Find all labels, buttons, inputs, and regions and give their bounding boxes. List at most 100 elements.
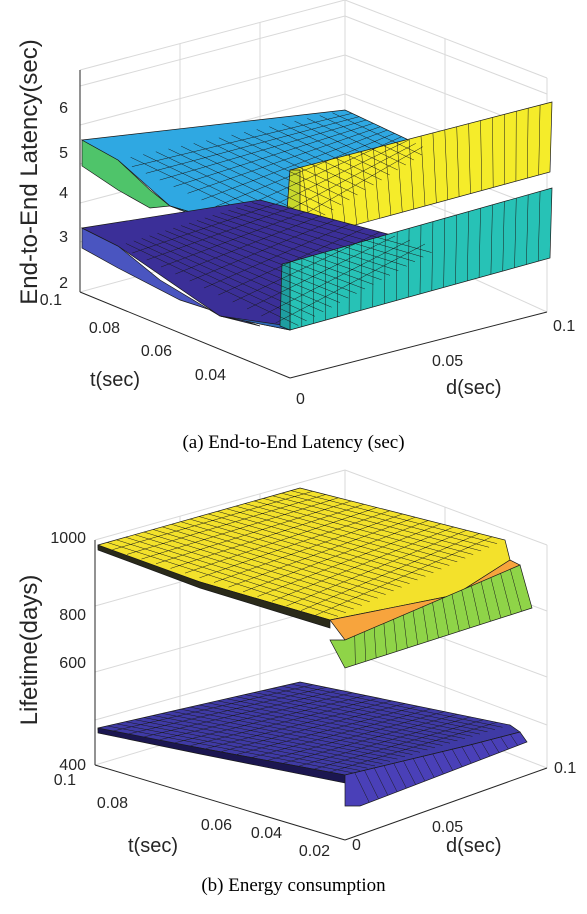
- t-tick-label: 0.06: [141, 343, 172, 360]
- mesh-line: [252, 708, 432, 758]
- mesh-line: [242, 520, 429, 593]
- grid-line: [79, 54, 346, 126]
- mesh-line: [131, 113, 353, 167]
- mesh-line: [480, 581, 491, 622]
- panel-a-d-ticks: 0 0.05 0.1: [296, 318, 575, 408]
- mesh-line: [471, 585, 481, 625]
- mesh-line: [456, 126, 460, 197]
- mesh-line: [354, 772, 370, 803]
- mesh-line: [420, 135, 426, 207]
- mesh-line: [403, 614, 408, 649]
- mesh-line: [490, 577, 502, 619]
- mesh-line: [175, 695, 366, 743]
- z-tick-label: 3: [59, 229, 68, 246]
- t-tick-label: 0.08: [89, 320, 120, 337]
- mesh-line: [190, 697, 379, 746]
- d-axis-line: [289, 311, 548, 379]
- mesh-line: [145, 116, 360, 174]
- z-tick-label: 4: [59, 185, 68, 202]
- mesh-line: [314, 719, 484, 770]
- mesh-line: [215, 133, 395, 207]
- mesh-line: [199, 510, 390, 579]
- t-tick-label: 0.06: [201, 817, 232, 834]
- panel-b-z-ticks: 400 600 800 1000: [50, 530, 86, 774]
- surface-lower-left-wing: [81, 227, 261, 327]
- mesh-line: [361, 151, 369, 222]
- mesh-line: [128, 687, 327, 735]
- mesh-line: [490, 739, 500, 753]
- mesh-line: [393, 762, 407, 789]
- mesh-line: [480, 120, 483, 191]
- mesh-line: [492, 117, 494, 188]
- d-axis-title: d(sec): [446, 835, 502, 857]
- mesh-line: [146, 207, 291, 261]
- z-tick-label: 2: [59, 275, 68, 292]
- mesh-line: [246, 235, 396, 310]
- mesh-line: [432, 132, 437, 203]
- mesh-line: [422, 606, 429, 642]
- mesh-line: [478, 208, 481, 278]
- mesh-line: [443, 218, 446, 288]
- mesh-line: [271, 526, 454, 602]
- grid-line: [344, 469, 548, 546]
- mesh-line: [141, 497, 339, 560]
- mesh-line: [132, 203, 276, 254]
- mesh-line: [221, 703, 406, 752]
- mesh-line: [373, 627, 377, 659]
- mesh-line: [112, 491, 313, 550]
- panel-a-caption: (a) End-to-End Latency (sec): [182, 432, 405, 453]
- mesh-line: [455, 214, 457, 285]
- panel-a: 2 3 4 5 6 0.1 0.08 0.06 0.04 0 0.05 0.1 …: [16, 0, 575, 408]
- panel-a-axes: [79, 70, 548, 379]
- mesh-line: [372, 238, 374, 308]
- mesh-line: [442, 750, 453, 771]
- mesh-line: [408, 139, 414, 210]
- z-axis-title: End-to-End Latency(sec): [16, 39, 43, 304]
- mesh-line: [500, 573, 512, 615]
- mesh-line: [159, 692, 353, 740]
- panel-b-caption: (b) Energy consumption: [201, 875, 386, 896]
- mesh-line: [432, 602, 439, 639]
- t-tick-label: 0.02: [299, 843, 330, 860]
- mesh-line: [431, 221, 434, 291]
- grid-line: [79, 0, 346, 71]
- mesh-line: [467, 211, 469, 281]
- mesh-line: [206, 700, 392, 749]
- d-tick-label: 0.1: [554, 760, 576, 777]
- mesh-line: [283, 714, 458, 764]
- mesh-line: [189, 219, 336, 282]
- mesh-line: [500, 736, 509, 750]
- mesh-line: [298, 716, 471, 767]
- grid-line: [94, 649, 346, 721]
- panel-a-z-ticks: 2 3 4 5 6: [59, 100, 68, 292]
- mesh-line: [184, 507, 377, 574]
- mesh-line: [451, 594, 460, 632]
- t-axis-line: [79, 291, 291, 379]
- d-axis-title: d(sec): [446, 377, 502, 399]
- t-tick-label: 0.04: [251, 825, 282, 842]
- surface-lower-mesh: [125, 191, 541, 327]
- mesh-line: [364, 631, 367, 662]
- t-tick-label: 0.1: [54, 772, 76, 789]
- t-axis-title: t(sec): [128, 835, 178, 857]
- mesh-line: [461, 746, 472, 764]
- surface-lower-right-wall: [344, 731, 528, 807]
- mesh-line: [407, 228, 410, 298]
- mesh-line: [170, 504, 365, 569]
- mesh-line: [373, 148, 380, 219]
- surface-lower-mesh: [107, 683, 518, 803]
- grid-line: [79, 15, 346, 87]
- grid-line: [94, 469, 346, 541]
- t-axis-line: [94, 764, 346, 841]
- panel-b-t-ticks: 0.1 0.08 0.06 0.04 0.02: [54, 772, 330, 860]
- d-axis-line: [344, 767, 548, 841]
- mesh-line: [232, 231, 381, 303]
- surface-upper-mesh: [107, 490, 522, 665]
- z-tick-label: 6: [59, 100, 68, 117]
- mesh-line: [337, 157, 346, 228]
- mesh-line: [537, 191, 541, 262]
- z-tick-label: 5: [59, 145, 68, 162]
- mesh-line: [383, 765, 398, 792]
- mesh-line: [173, 123, 374, 187]
